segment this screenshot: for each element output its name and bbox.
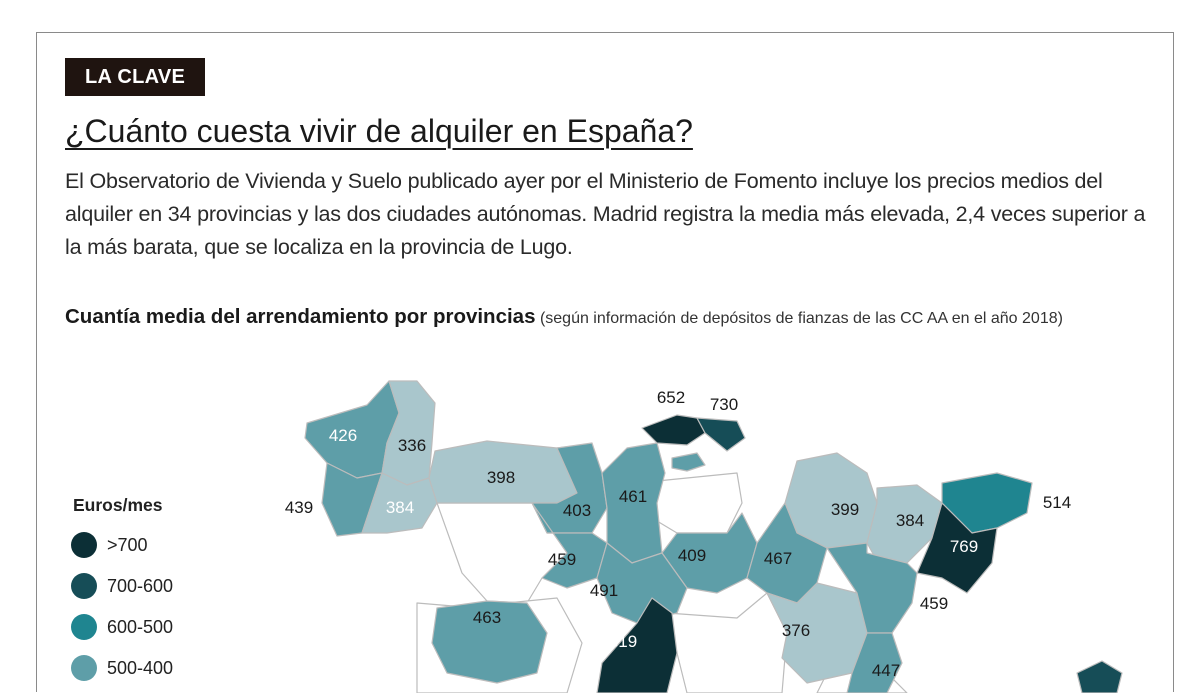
map-title: Cuantía media del arrendamiento por prov… — [65, 305, 536, 328]
section-tag: LA CLAVE — [65, 58, 206, 96]
province-730 — [696, 417, 746, 452]
province-461 — [601, 442, 666, 564]
label-467: 467 — [764, 549, 792, 568]
map-note: (según información de depósitos de fianz… — [539, 310, 1063, 327]
legend-label: 700-600 — [107, 575, 174, 596]
label-652: 652 — [657, 388, 685, 407]
region-no-data-mid — [666, 592, 788, 693]
legend-item-over-700: >700 — [71, 531, 148, 559]
province-819 — [596, 597, 678, 693]
label-398: 398 — [487, 468, 515, 487]
province-baleares — [1076, 660, 1123, 693]
province-small-basque — [671, 452, 706, 472]
legend-label: 600-500 — [107, 616, 174, 637]
province-491 — [596, 542, 688, 624]
label-730: 730 — [710, 395, 738, 414]
legend-label: 500-400 — [107, 657, 174, 678]
label-463: 463 — [473, 608, 501, 627]
province-map: 426 336 439 384 398 652 730 403 461 399 … — [285, 380, 1123, 693]
province-769 — [916, 502, 998, 594]
label-491: 491 — [590, 581, 618, 600]
label-459b: 459 — [920, 594, 948, 613]
province-652 — [641, 414, 706, 446]
label-769: 769 — [950, 537, 978, 556]
label-819: 819 — [609, 632, 637, 651]
label-439: 439 — [285, 498, 313, 517]
legend-swatch — [71, 573, 97, 599]
province-463 — [431, 600, 548, 684]
legend-item-500-400: 500-400 — [71, 654, 173, 682]
label-409: 409 — [678, 546, 706, 565]
legend-label: >700 — [107, 534, 148, 555]
legend-item-700-600: 700-600 — [71, 572, 173, 600]
lead-paragraph: El Observatorio de Vivienda y Suelo publ… — [65, 169, 1146, 259]
legend-swatch — [71, 614, 97, 640]
label-403: 403 — [563, 501, 591, 520]
legend-swatch — [71, 532, 97, 558]
label-384a: 384 — [386, 498, 414, 517]
legend-title: Euros/mes — [73, 495, 163, 515]
province-384a — [361, 472, 438, 534]
headline: ¿Cuánto cuesta vivir de alquiler en Espa… — [65, 113, 693, 149]
label-514: 514 — [1043, 493, 1071, 512]
legend-item-600-500: 600-500 — [71, 613, 173, 641]
infographic-card: LA CLAVE ¿Cuánto cuesta vivir de alquile… — [36, 32, 1174, 693]
label-461: 461 — [619, 487, 647, 506]
label-384b: 384 — [896, 511, 924, 530]
legend-swatch — [71, 655, 97, 681]
label-459a: 459 — [548, 550, 576, 569]
label-447: 447 — [872, 661, 900, 680]
region-no-data-center — [651, 472, 743, 534]
label-336: 336 — [398, 436, 426, 455]
label-426: 426 — [329, 426, 357, 445]
label-376: 376 — [782, 621, 810, 640]
map-subtitle: Cuantía media del arrendamiento por prov… — [65, 303, 1125, 332]
label-399: 399 — [831, 500, 859, 519]
